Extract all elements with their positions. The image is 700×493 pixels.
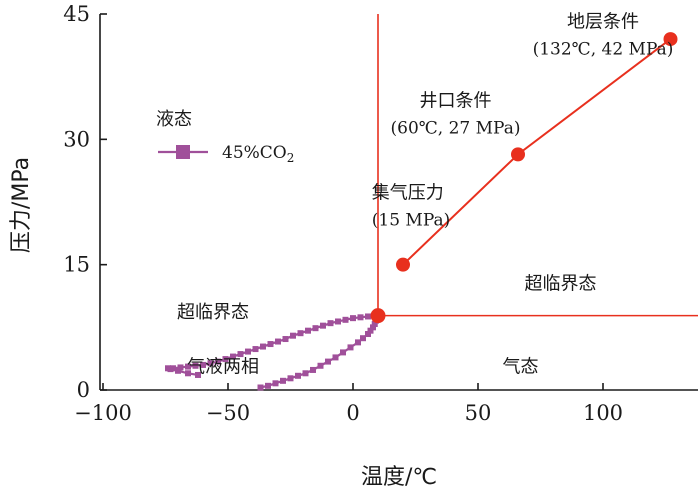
x-tick-label: 50 [465,401,492,425]
series-markers-path [396,32,678,272]
legend-label: 45%CO2 [222,143,294,165]
region-label-supercritical-right: 超临界态 [525,274,597,295]
x-tick-label: 0 [346,401,359,425]
x-axis-label: 温度/℃ [361,465,437,490]
envelope-point [371,320,378,327]
envelope-point [175,367,181,374]
envelope-point [230,353,236,360]
envelope-point [317,362,324,369]
envelope-point [332,354,339,361]
envelope-point [185,370,191,377]
envelope-point [167,366,174,373]
envelope-point [287,375,294,382]
envelope-point [245,348,251,355]
region-label-supercritical-left: 超临界态 [177,302,249,323]
y-tick-label: 0 [77,378,90,402]
annotation-gathering-value: (15 MPa) [372,211,451,231]
envelope-point [280,377,286,384]
y-axis-label: 压力/MPa [9,157,34,253]
envelope-point [360,335,366,342]
envelope-point [282,336,289,343]
envelope-point [350,315,356,322]
envelope-point [327,320,334,327]
envelope-point [200,361,206,368]
envelope-point [370,324,376,331]
envelope-point [357,314,364,321]
envelope-point [252,346,259,353]
annotation-formation-title: 地层条件 [567,11,639,32]
envelope-point [305,327,311,334]
envelope-point [320,322,326,329]
envelope-point [177,364,184,371]
envelope-point [310,366,316,373]
envelope-point [355,339,361,346]
x-tick-label: −50 [206,401,250,425]
y-tick-label: 30 [63,127,90,151]
annotation-gathering-title: 集气压力 [372,183,444,204]
path-point [396,257,410,272]
envelope-point [365,313,371,320]
annotation-gathering: 集气压力 (15 MPa) [372,183,451,231]
axis-ticks: 0 15 30 45 −100 −50 0 50 100 [63,2,623,425]
series-line-path [402,38,672,266]
envelope-point [207,360,214,367]
series-markers-45co2 [165,312,381,391]
envelope-point [340,349,346,356]
annotation-wellhead: 井口条件 (60℃, 27 MPa) [391,91,521,139]
envelope-point [347,344,354,351]
envelope-point [222,356,229,363]
envelope-point [215,358,221,365]
legend-title: 液态 [156,109,192,130]
legend: 液态 45%CO2 [156,109,294,165]
envelope-point [237,351,244,358]
envelope-point [290,332,296,339]
envelope-point [260,343,266,350]
envelope-point [302,370,309,377]
annotation-wellhead-title: 井口条件 [420,91,492,112]
path-point [511,147,525,162]
envelope-point [265,382,271,389]
annotation-formation: 地层条件 (132℃, 42 MPa) [533,11,674,59]
path-point [663,32,678,47]
envelope-point [257,384,264,391]
envelope-point [297,330,304,337]
legend-swatch-marker [176,145,190,159]
envelope-point [275,338,281,345]
envelope-point [325,358,331,365]
region-label-gas: 气态 [503,356,539,377]
envelope-point [312,325,319,332]
envelope-point [185,363,191,370]
envelope-point [367,327,374,334]
y-tick-label: 15 [63,253,90,277]
annotation-formation-value: (132℃, 42 MPa) [533,39,674,59]
envelope-point [192,362,199,369]
region-label-two-phase: 气液两相 [187,356,259,377]
x-tick-label: −100 [74,401,132,425]
envelope-point [272,380,279,387]
critical-point-marker [370,308,386,324]
envelope-point [335,318,341,325]
y-tick-label: 45 [63,2,90,26]
annotation-wellhead-value: (60℃, 27 MPa) [391,119,521,139]
envelope-point [195,371,201,378]
envelope-point [295,372,301,379]
envelope-point [267,341,274,348]
x-tick-label: 100 [583,401,623,425]
envelope-point [342,316,349,323]
envelope-point [365,331,371,338]
